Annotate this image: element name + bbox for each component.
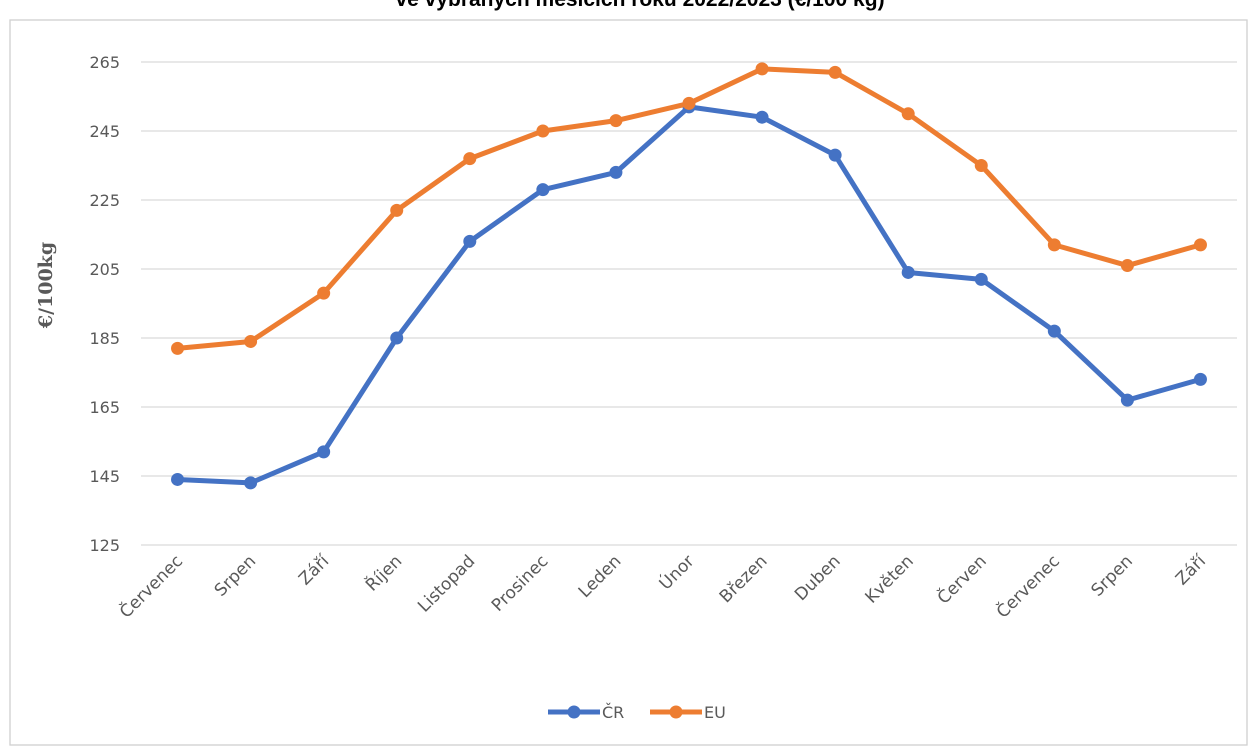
point (244, 476, 258, 490)
point (609, 114, 623, 128)
legend-label: EU (704, 703, 726, 722)
point (244, 334, 258, 348)
point (901, 265, 915, 279)
legend-label: ČR (602, 703, 624, 722)
point (317, 445, 331, 459)
point (463, 234, 477, 248)
chart-frame (9, 19, 1248, 746)
y-tick-label: 225 (89, 191, 120, 210)
y-tick-label: 145 (89, 467, 120, 486)
point (828, 65, 842, 79)
legend-marker (567, 705, 581, 719)
point (1193, 238, 1207, 252)
y-tick-label: 205 (89, 260, 120, 279)
point (755, 110, 769, 124)
legend-marker (669, 705, 683, 719)
point (1193, 372, 1207, 386)
y-tick-label: 165 (89, 398, 120, 417)
point (974, 159, 988, 172)
point (171, 472, 185, 486)
y-tick-label: 125 (89, 536, 120, 555)
point (1047, 324, 1061, 338)
point (171, 341, 185, 355)
point (974, 272, 988, 286)
chart-title: ve vybraných měsících roku 2022/2023 (€/… (395, 0, 884, 11)
point (536, 124, 550, 138)
y-tick-label: 265 (89, 53, 120, 72)
point (390, 331, 404, 345)
point (609, 165, 623, 179)
point (901, 107, 915, 121)
y-axis-label: €/100kg (35, 242, 57, 329)
point (390, 203, 404, 217)
point (682, 96, 696, 110)
point (1120, 259, 1134, 273)
y-tick-label: 185 (89, 329, 120, 348)
point (1047, 238, 1061, 252)
point (755, 62, 769, 76)
point (317, 286, 331, 300)
point (463, 152, 477, 166)
y-tick-label: 245 (89, 122, 120, 141)
point (1120, 393, 1134, 407)
point (536, 183, 550, 197)
point (828, 148, 842, 162)
